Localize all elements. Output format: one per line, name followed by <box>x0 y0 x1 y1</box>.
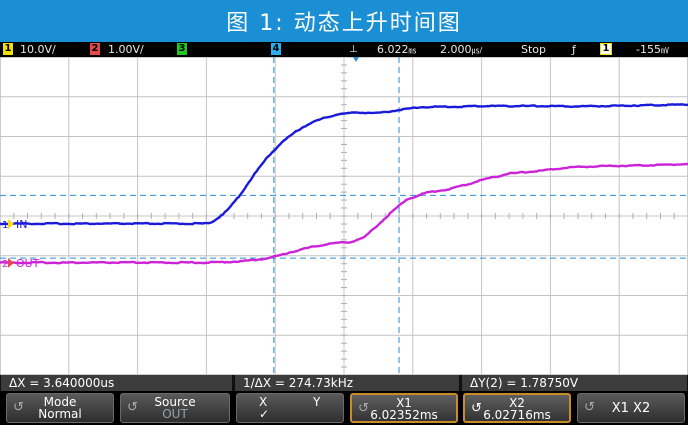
trace-out <box>0 162 688 265</box>
channel-4-indicator[interactable]: 4 <box>271 43 281 55</box>
rotate-knob-icon: ↺ <box>471 401 482 416</box>
channel-3-indicator[interactable]: 3 <box>177 43 187 55</box>
y-label: Y <box>313 395 321 409</box>
delta-y-readout: ΔY(2) = 1.78750V <box>462 375 687 391</box>
scope-status-bar: 1 10.0V/ 2 1.00V/ 3 4 ⊥ 6.022㎳ 2.000㎲/ S… <box>0 42 688 57</box>
bottom-margin <box>0 425 688 434</box>
channel-1-scale: 10.0V/ <box>20 43 56 56</box>
x2-value: 6.02716ms <box>483 408 551 422</box>
mode-label: Mode <box>43 395 77 409</box>
source-softkey[interactable]: ↺ Source OUT <box>120 393 230 423</box>
x1x2-label: X1 X2 <box>611 401 651 416</box>
ground-marker-icon <box>8 257 14 268</box>
delta-x-readout: ΔX = 3.640000us <box>1 375 232 391</box>
channel-1-marker: 1 IN <box>2 218 27 231</box>
channel-2-indicator[interactable]: 2 <box>90 43 100 55</box>
trigger-position-icon: ⊥ <box>349 44 358 55</box>
x1-value: 6.02352ms <box>370 408 438 422</box>
rotate-knob-icon: ↺ <box>127 400 138 415</box>
channel-2-scale: 1.00V/ <box>108 43 144 56</box>
trigger-level: -155㎷ <box>636 43 669 56</box>
rotate-knob-icon: ↺ <box>584 400 595 415</box>
channel-2-marker: 2 OUT <box>2 257 40 270</box>
source-value: OUT <box>162 407 188 421</box>
scope-graticule: 1 IN 2 OUT <box>0 57 688 375</box>
x2-label: X2 <box>509 396 525 410</box>
mode-value: Normal <box>38 407 82 421</box>
x1x2-softkey[interactable]: ↺ X1 X2 <box>577 393 685 423</box>
mode-softkey[interactable]: ↺ Mode Normal <box>6 393 114 423</box>
inverse-delta-x-readout: 1/ΔX = 274.73kHz <box>235 375 459 391</box>
source-label: Source <box>154 395 196 409</box>
x2-softkey[interactable]: ↺ X2 6.02716ms <box>463 393 571 423</box>
checkmark-icon: ✓ <box>259 407 270 421</box>
time-position: 6.022㎳ <box>377 43 417 56</box>
trigger-position-marker <box>353 57 359 62</box>
rotate-knob-icon: ↺ <box>13 400 24 415</box>
ground-marker-icon <box>8 218 14 229</box>
trigger-source: 1 <box>600 43 612 55</box>
x1-label: X1 <box>396 396 412 410</box>
xy-softkey[interactable]: X Y ✓ <box>236 393 344 423</box>
figure-title-bar: 图 1: 动态上升时间图 <box>0 0 688 42</box>
channel-number: 1 <box>2 220 8 231</box>
figure-title: 图 1: 动态上升时间图 <box>226 11 462 36</box>
channel-1-indicator[interactable]: 1 <box>3 43 13 55</box>
channel-label-out: OUT <box>16 257 40 270</box>
channel-number: 2 <box>2 259 8 270</box>
run-state[interactable]: Stop <box>521 43 547 56</box>
x1-softkey[interactable]: ↺ X1 6.02352ms <box>350 393 458 423</box>
measurement-bar: ΔX = 3.640000us 1/ΔX = 274.73kHz ΔY(2) =… <box>0 375 688 391</box>
softkey-bar: ↺ Mode Normal ↺ Source OUT X Y ✓ ↺ X1 6.… <box>0 391 688 425</box>
time-scale: 2.000㎲/ <box>440 43 483 56</box>
rotate-knob-icon: ↺ <box>358 401 369 416</box>
channel-label-in: IN <box>16 218 27 231</box>
trace-in <box>0 103 688 226</box>
trigger-edge-icon: ƒ <box>572 43 576 56</box>
x-label: X <box>259 395 268 409</box>
